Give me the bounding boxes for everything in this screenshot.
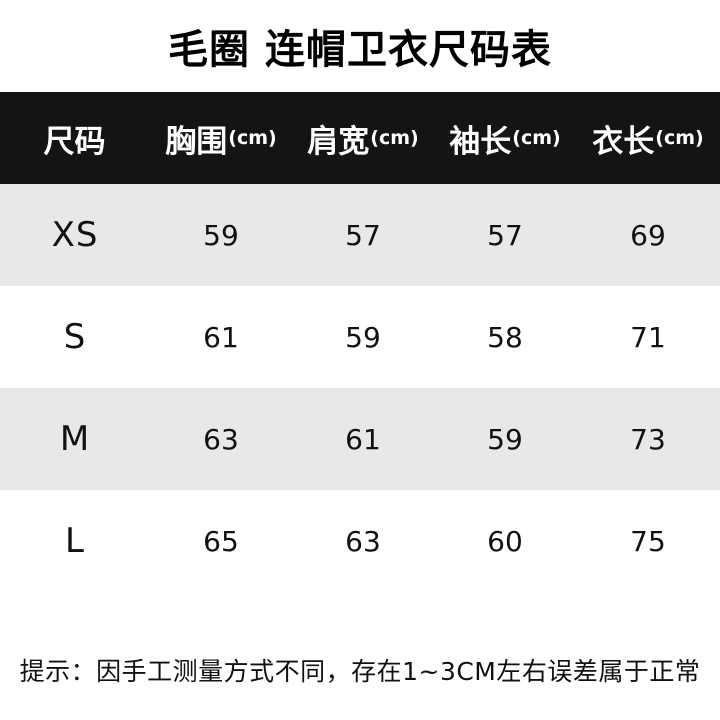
table-row: S 61 59 58 71 xyxy=(0,286,720,388)
cell-sleeve: 60 xyxy=(487,524,523,558)
cell-size: M xyxy=(59,419,91,459)
cell-chest: 63 xyxy=(203,422,239,456)
header-cell-shoulder: 肩宽 (cm) xyxy=(292,116,434,161)
header-cell-chest: 胸围 (cm) xyxy=(150,116,292,161)
cell-chest: 59 xyxy=(203,218,239,252)
cell-sleeve: 57 xyxy=(487,218,523,252)
cell-sleeve: 59 xyxy=(487,422,523,456)
cell-size: XS xyxy=(51,215,99,255)
header-label-sleeve: 袖长 xyxy=(449,123,512,160)
cell-length: 73 xyxy=(630,422,666,456)
header-label-length: 衣长 xyxy=(592,123,655,160)
table-row: L 65 63 60 75 xyxy=(0,490,720,592)
header-cell-size: 尺码 xyxy=(0,116,150,161)
cell-length: 71 xyxy=(630,320,666,354)
table-header-row: 尺码 胸围 (cm) 肩宽 (cm) 袖长 (cm) 衣长 (cm) xyxy=(0,92,720,184)
cell-chest: 61 xyxy=(203,320,239,354)
measurement-note: 提示：因手工测量方式不同，存在1~3CM左右误差属于正常 xyxy=(19,657,701,686)
cell-shoulder: 57 xyxy=(345,218,381,252)
header-label-chest: 胸围 xyxy=(165,123,228,160)
header-unit-shoulder: (cm) xyxy=(370,127,419,149)
cell-size: S xyxy=(63,317,87,357)
cell-size: L xyxy=(65,521,85,561)
header-unit-chest: (cm) xyxy=(228,127,277,149)
header-cell-sleeve: 袖长 (cm) xyxy=(434,116,576,161)
cell-length: 69 xyxy=(630,218,666,252)
header-cell-length: 衣长 (cm) xyxy=(576,116,720,161)
page-title: 毛圈 连帽卫衣尺码表 xyxy=(168,27,552,73)
cell-chest: 65 xyxy=(203,524,239,558)
cell-sleeve: 58 xyxy=(487,320,523,354)
cell-shoulder: 59 xyxy=(345,320,381,354)
cell-shoulder: 63 xyxy=(345,524,381,558)
size-table: 尺码 胸围 (cm) 肩宽 (cm) 袖长 (cm) 衣长 (cm) XS 59 57 … xyxy=(0,92,720,592)
cell-length: 75 xyxy=(630,524,666,558)
header-label-size: 尺码 xyxy=(43,123,106,160)
header-unit-length: (cm) xyxy=(655,127,704,149)
table-row: XS 59 57 57 69 xyxy=(0,184,720,286)
header-label-shoulder: 肩宽 xyxy=(307,123,370,160)
cell-shoulder: 61 xyxy=(345,422,381,456)
header-unit-sleeve: (cm) xyxy=(512,127,561,149)
table-row: M 63 61 59 73 xyxy=(0,388,720,490)
